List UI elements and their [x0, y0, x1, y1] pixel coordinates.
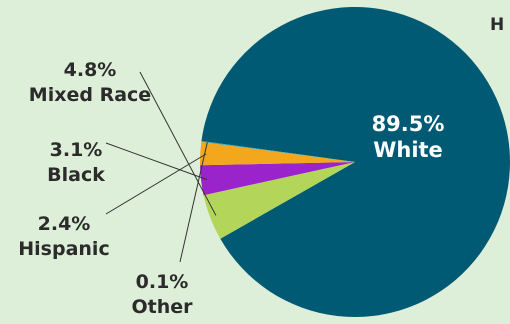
- leader-lines: [105, 71, 217, 263]
- leader-line-black: [105, 142, 208, 181]
- slice-hispanic: [200, 141, 355, 166]
- leader-line-hispanic: [105, 153, 207, 215]
- slice-label-mixed-value: 4.8%: [64, 59, 117, 81]
- slice-label-hispanic-value: 2.4%: [38, 213, 91, 235]
- leader-line-mixed-race: [139, 71, 217, 216]
- leader-line-other: [179, 142, 208, 263]
- slice-label-white-name: White: [373, 138, 443, 162]
- slice-label-other-name: Other: [131, 296, 193, 318]
- slice-white: [201, 7, 510, 317]
- corner-text: H: [490, 15, 504, 35]
- slice-label-black-value: 3.1%: [50, 139, 103, 161]
- slice-other: [201, 140, 355, 162]
- slice-label-hispanic-name: Hispanic: [18, 238, 109, 260]
- slices: [200, 7, 510, 317]
- slice-label-white-value: 89.5%: [372, 112, 445, 136]
- slice-label-mixed-name: Mixed Race: [29, 84, 151, 106]
- slice-black: [200, 162, 355, 196]
- slice-label-black-name: Black: [47, 164, 105, 186]
- slice-mixed-race: [203, 162, 355, 239]
- slice-label-other-value: 0.1%: [136, 271, 189, 293]
